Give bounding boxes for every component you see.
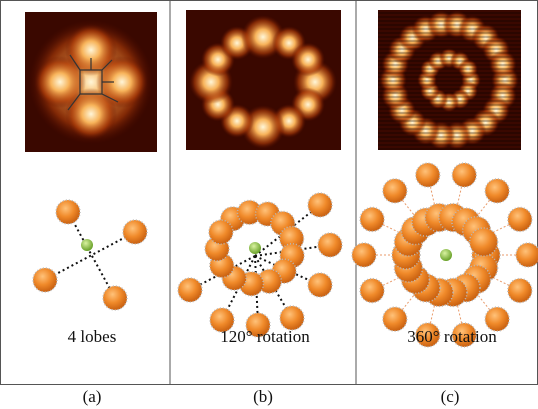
lobe: [508, 207, 532, 231]
lobe: [103, 286, 127, 310]
lobe: [416, 163, 440, 187]
lobe: [318, 233, 342, 257]
lobe: [516, 243, 538, 267]
core: [81, 239, 93, 251]
caption: 4 lobes: [68, 327, 117, 346]
lobe: [56, 200, 80, 224]
lobe: [360, 279, 384, 303]
scan-lines: [378, 10, 521, 150]
glow-spot: [34, 56, 86, 108]
glow-spot: [291, 43, 325, 77]
lobe: [508, 279, 532, 303]
panel-label: (b): [253, 387, 273, 406]
dotted-link: [68, 212, 115, 298]
lobe: [470, 228, 498, 256]
lobe: [308, 193, 332, 217]
lobe: [485, 179, 509, 203]
lobe: [383, 179, 407, 203]
lobe: [360, 207, 384, 231]
caption: 360° rotation: [407, 327, 497, 346]
lobe: [209, 220, 233, 244]
lobe: [178, 278, 202, 302]
lobe: [452, 163, 476, 187]
caption: 120° rotation: [220, 327, 310, 346]
page: 4 lobes 120° rotation 360° rotation (a) …: [0, 0, 538, 409]
lobe: [352, 243, 376, 267]
lobe: [33, 268, 57, 292]
lobe: [383, 307, 407, 331]
lobe: [123, 220, 147, 244]
core: [249, 242, 261, 254]
figure: 4 lobes 120° rotation 360° rotation (a) …: [0, 0, 538, 409]
panel-label: (a): [83, 387, 102, 406]
lobe: [308, 273, 332, 297]
dotted-link: [45, 232, 135, 280]
core: [440, 249, 452, 261]
artwork: [25, 10, 538, 347]
panel-label: (c): [441, 387, 460, 406]
